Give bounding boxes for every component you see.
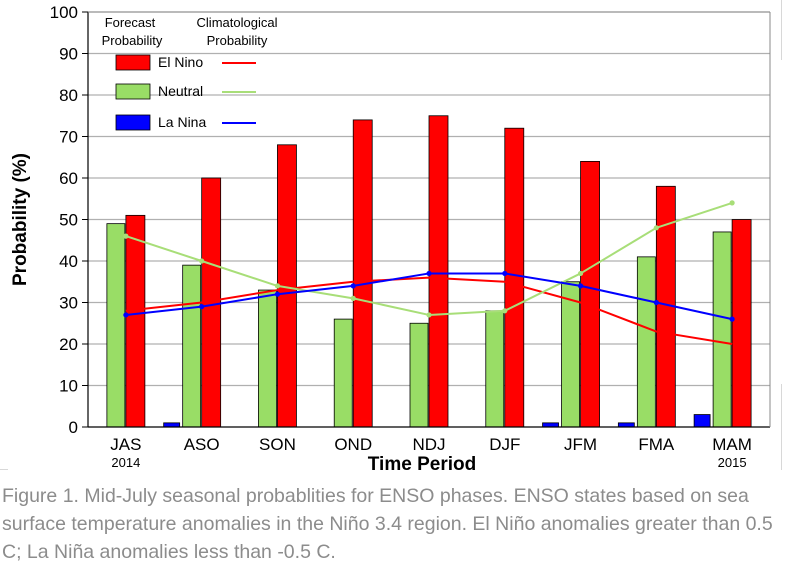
x-tick-label: FMA: [638, 435, 675, 454]
y-tick-label: 50: [59, 211, 78, 230]
legend-label-el-nino: El Nino: [158, 54, 203, 70]
neutral-bar: [561, 281, 580, 428]
y-tick-label: 40: [59, 252, 78, 271]
el-nino-bar: [352, 119, 373, 428]
neutral-bar: [485, 310, 505, 428]
la-nina-bar: [693, 414, 711, 428]
neutral-bar: [409, 322, 429, 428]
el-nino-bar: [731, 219, 752, 428]
x-tick-label: SON: [259, 435, 296, 454]
x-tick-label: DJF: [489, 435, 520, 454]
legend-swatch-neutral: [115, 83, 151, 100]
y-tick-label: 100: [50, 3, 78, 22]
el-nino-bar: [428, 115, 449, 428]
neutral-bar: [258, 289, 277, 428]
frame-line: [781, 0, 782, 60]
legend-header-forecast: Forecast: [105, 15, 156, 30]
x-year-label: 2015: [718, 455, 747, 470]
el-nino-bar: [580, 160, 600, 428]
x-axis-title: Time Period: [368, 454, 476, 475]
neutral-bar: [636, 256, 656, 428]
neutral-climatology-point: [729, 200, 735, 206]
la-nina-climatology-point: [502, 270, 508, 277]
y-tick-label: 10: [59, 377, 78, 396]
la-nina-climatology-point: [350, 283, 356, 289]
y-tick-label: 30: [59, 294, 78, 313]
y-tick-label: 90: [59, 45, 78, 64]
x-tick-label: ASO: [184, 435, 220, 454]
y-tick-label: 0: [69, 418, 78, 437]
legend-header-climo: Climatological: [197, 15, 278, 30]
neutral-bar: [333, 318, 353, 428]
y-tick-label: 80: [59, 86, 78, 105]
legend: Forecast Probability Climatological Probabi…: [102, 15, 278, 131]
neutral-bar: [106, 223, 126, 428]
neutral-climatology-point: [577, 270, 584, 277]
y-tick-label: 70: [59, 128, 78, 147]
legend-label-neutral: Neutral: [158, 83, 203, 99]
legend-label-la-nina: La Nina: [158, 114, 206, 130]
neutral-climatology-point: [350, 295, 356, 301]
x-tick-label: OND: [334, 435, 372, 454]
la-nina-climatology-point: [729, 316, 735, 322]
la-nina-climatology-point: [577, 283, 584, 289]
la-nina-bar: [163, 422, 181, 428]
la-nina-climatology-point: [653, 299, 659, 306]
legend-header-climo: Probability: [207, 33, 268, 48]
figure-caption: Figure 1. Mid-July seasonal probablities…: [2, 485, 773, 563]
legend-swatch-el-nino: [115, 54, 151, 71]
legend-header-forecast: Probability: [102, 33, 163, 48]
legend-swatch-la-nina: [115, 114, 151, 131]
climatological-lines: [123, 200, 735, 345]
la-nina-climatology-point: [426, 270, 432, 277]
y-axis-title: Probability (%): [10, 153, 31, 286]
x-year-label: 2014: [111, 455, 140, 470]
forecast-bars: [106, 115, 752, 428]
neutral-climatology-point: [199, 258, 205, 264]
neutral-climatology-point: [653, 225, 659, 231]
x-tick-label: JAS: [110, 435, 141, 454]
la-nina-bar: [542, 422, 559, 428]
frame-line: [0, 469, 8, 470]
chart-container: 0 10 20 30 40 50 60 70 80 90 100 JAS 2014 ASO SON OND ND…: [10, 3, 771, 475]
el-nino-climatology-line: [125, 276, 733, 345]
neutral-climatology-point: [123, 233, 129, 239]
frame-line: [781, 384, 782, 470]
la-nina-climatology-point: [123, 312, 129, 318]
la-nina-bar: [617, 422, 635, 428]
y-tick-label: 60: [59, 169, 78, 188]
x-tick-label: JFM: [564, 435, 597, 454]
el-nino-bar: [504, 127, 525, 428]
neutral-climatology-point: [502, 308, 508, 314]
la-nina-climatology-point: [274, 291, 281, 297]
neutral-bar: [182, 264, 202, 428]
el-nino-bar: [125, 214, 146, 428]
y-tick-label: 20: [59, 335, 78, 354]
neutral-bar: [712, 231, 732, 428]
neutral-climatology-point: [274, 283, 281, 289]
neutral-climatology-point: [426, 312, 432, 318]
x-tick-label: NDJ: [412, 435, 445, 454]
x-tick-label: MAM: [712, 435, 752, 454]
la-nina-climatology-point: [199, 304, 205, 310]
